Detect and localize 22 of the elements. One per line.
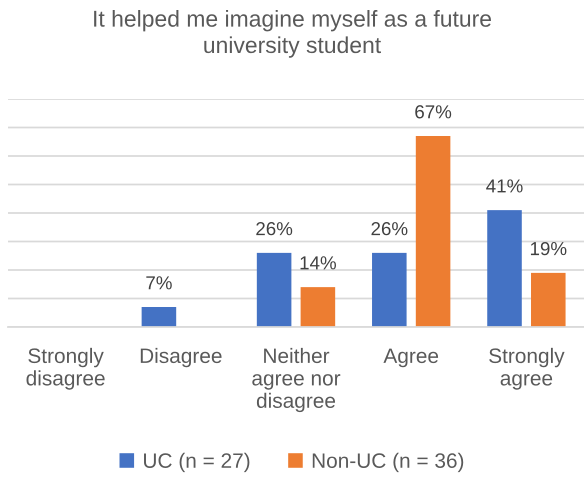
bar	[256, 252, 292, 327]
x-tick-label: Agree	[383, 348, 438, 368]
data-label: 26%	[371, 222, 408, 236]
bar	[300, 287, 336, 327]
data-label: 14%	[300, 256, 336, 270]
bar	[372, 252, 407, 327]
bar	[142, 307, 176, 327]
data-label: 19%	[530, 242, 566, 256]
x-tick-label: Disagree	[140, 348, 222, 368]
x-tick-label: Neither agree nor disagree	[252, 348, 340, 412]
data-label: 7%	[146, 276, 172, 290]
data-label: 67%	[415, 105, 452, 118]
bar	[531, 272, 566, 327]
data-label: 41%	[486, 179, 523, 192]
data-label: 26%	[256, 222, 292, 236]
x-tick-label: Strongly agree	[489, 348, 565, 390]
bar	[416, 136, 450, 327]
legend-label: Non-UC (n = 36)	[312, 452, 464, 472]
chart-title: It helped me imagine myself as a future university student	[94, 10, 491, 58]
legend-label: UC (n = 27)	[144, 452, 250, 472]
bar	[487, 210, 522, 327]
x-tick-label: Strongly disagree	[26, 348, 105, 390]
